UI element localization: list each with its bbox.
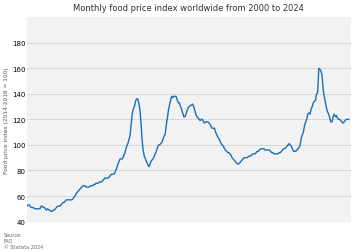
Text: Source:
FAO
© Statista 2024: Source: FAO © Statista 2024: [4, 232, 43, 249]
Title: Monthly food price index worldwide from 2000 to 2024: Monthly food price index worldwide from …: [73, 4, 304, 13]
Y-axis label: Food price index (2014-2016 = 100): Food price index (2014-2016 = 100): [4, 67, 9, 173]
